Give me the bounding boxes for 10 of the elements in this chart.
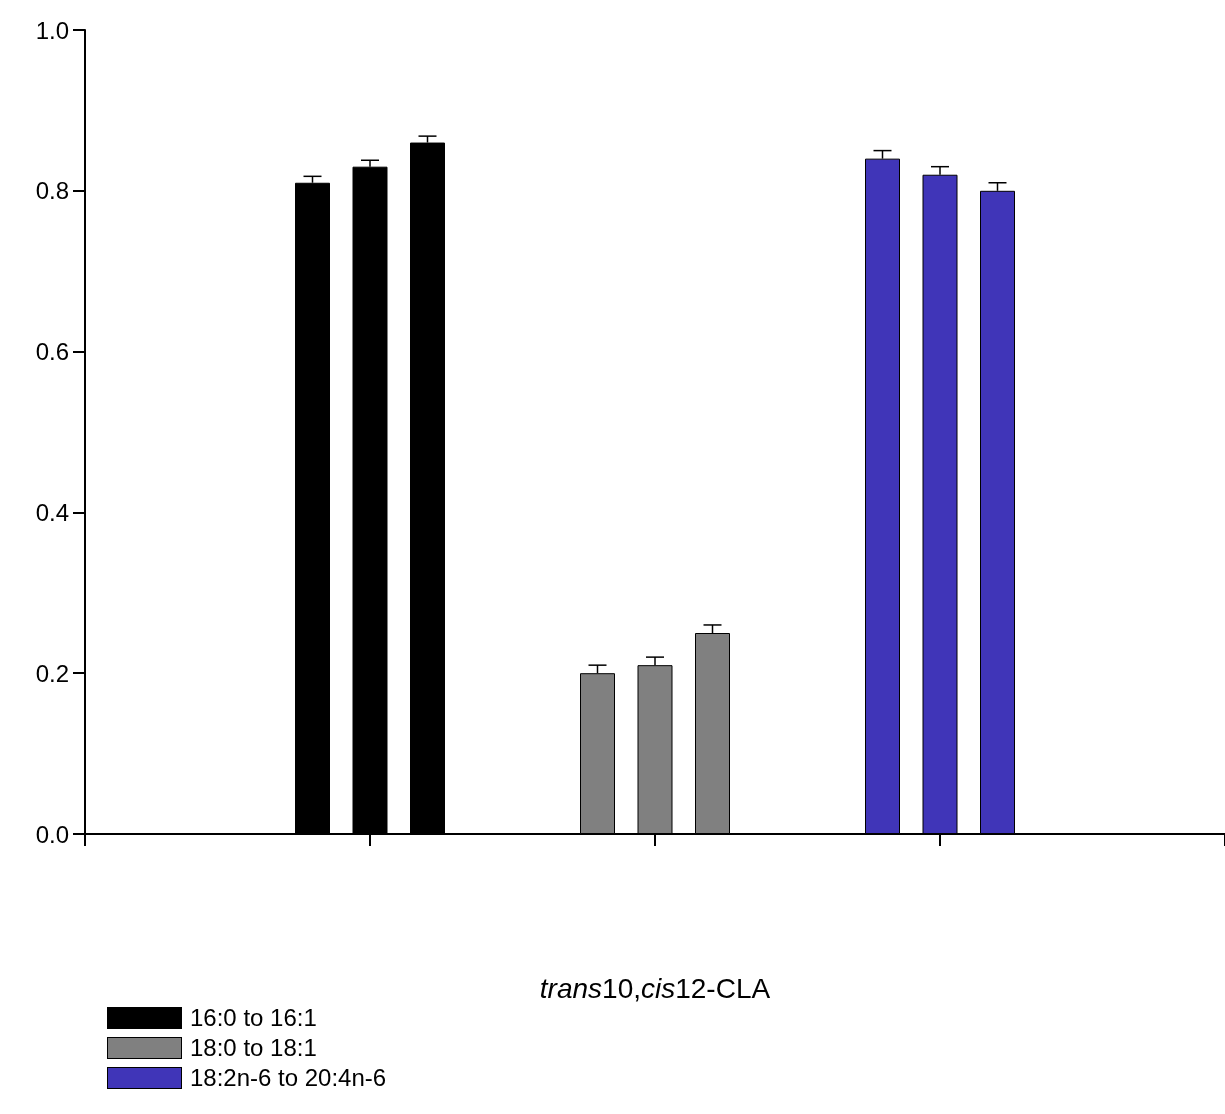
y-tick-label: 0.0 — [35, 820, 69, 848]
y-tick-label: 0.2 — [35, 659, 69, 687]
text: 16:0 to 16:1 — [190, 1004, 317, 1032]
y-tick-label: 0.4 — [35, 498, 69, 526]
y-tick-label: 0.6 — [35, 338, 69, 366]
x-axis-title: trans10,cis12-CLA — [539, 972, 771, 1004]
text: 18:0 to 18:1 — [190, 1034, 317, 1062]
text: 18:2n-6 to 20:4n-6 — [190, 1064, 387, 1092]
y-tick-label: 0.8 — [35, 177, 69, 205]
y-tick-label: 1.0 — [35, 16, 69, 44]
